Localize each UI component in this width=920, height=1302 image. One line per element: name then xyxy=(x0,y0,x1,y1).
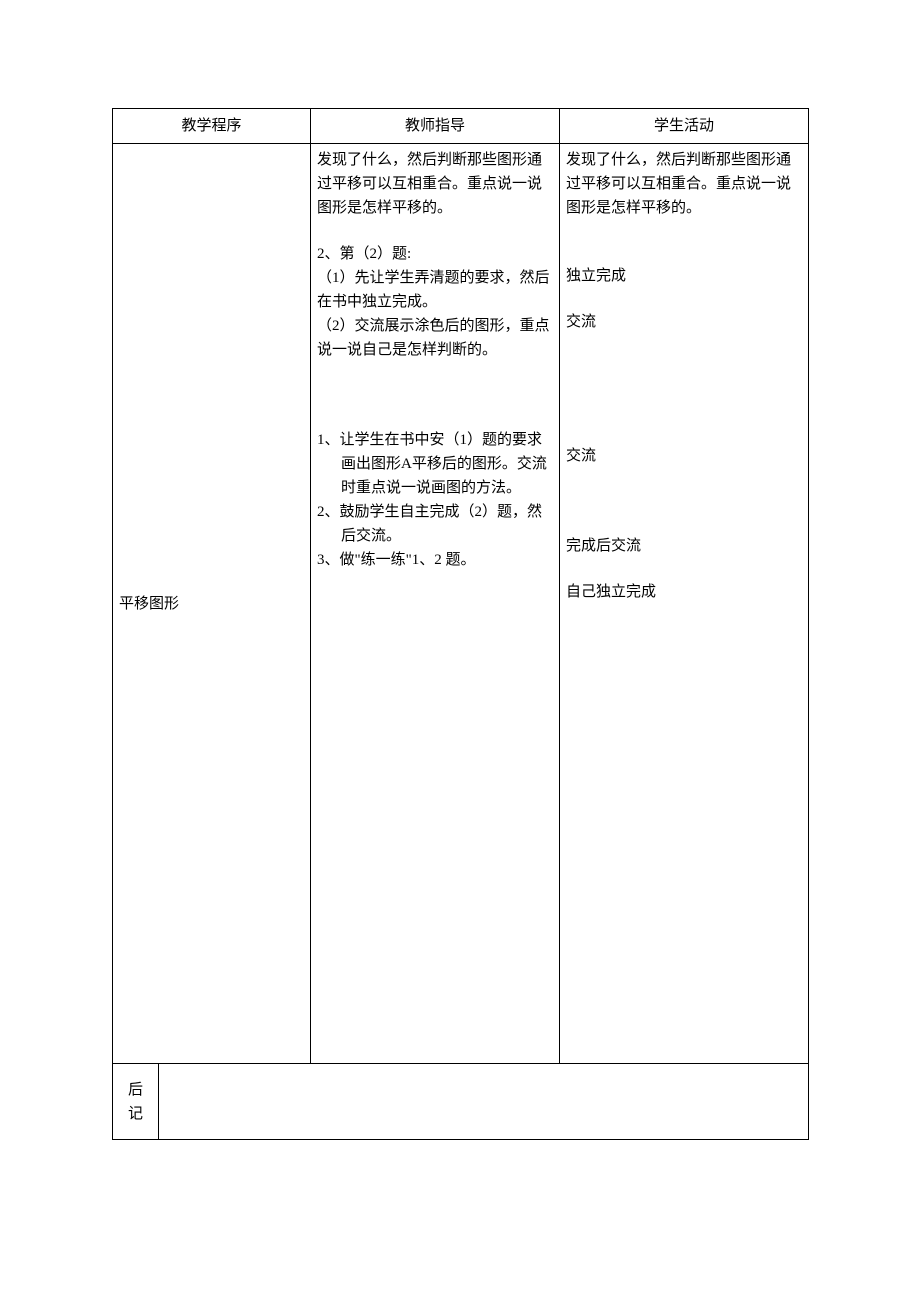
program-label-cell: 平移图形 xyxy=(113,144,311,1064)
teacher-l3: 3、做"练一练"1、2 题。 xyxy=(317,548,553,572)
table-postscript-row: 后 记 xyxy=(113,1064,809,1140)
program-label: 平移图形 xyxy=(119,596,179,612)
teacher-l1: 1、让学生在书中安（1）题的要求画出图形A平移后的图形。交流时重点说一说画图的方… xyxy=(317,428,553,500)
header-student: 学生活动 xyxy=(560,109,809,144)
lesson-plan-table: 教学程序 教师指导 学生活动 平移图形 发现了什么，然后判断那些图形通过平移可以… xyxy=(112,108,809,1140)
student-s5: 完成后交流 xyxy=(566,534,802,558)
teacher-p1: 发现了什么，然后判断那些图形通过平移可以互相重合。重点说一说图形是怎样平移的。 xyxy=(317,148,553,220)
postscript-char1: 后 xyxy=(119,1078,152,1102)
teacher-p3: （1）先让学生弄清题的要求，然后在书中独立完成。 xyxy=(317,266,553,314)
student-s3: 交流 xyxy=(566,310,802,334)
student-s1: 发现了什么，然后判断那些图形通过平移可以互相重合。重点说一说图形是怎样平移的。 xyxy=(566,148,802,220)
postscript-label-cell: 后 记 xyxy=(113,1064,159,1140)
student-activity-cell: 发现了什么，然后判断那些图形通过平移可以互相重合。重点说一说图形是怎样平移的。 … xyxy=(560,144,809,1064)
table-content-row: 平移图形 发现了什么，然后判断那些图形通过平移可以互相重合。重点说一说图形是怎样… xyxy=(113,144,809,1064)
student-s6: 自己独立完成 xyxy=(566,580,802,604)
table-header-row: 教学程序 教师指导 学生活动 xyxy=(113,109,809,144)
teacher-guidance-cell: 发现了什么，然后判断那些图形通过平移可以互相重合。重点说一说图形是怎样平移的。 … xyxy=(311,144,560,1064)
student-s4: 交流 xyxy=(566,444,802,468)
postscript-char2: 记 xyxy=(119,1102,152,1126)
teacher-p2: 2、第（2）题: xyxy=(317,242,553,266)
header-teacher: 教师指导 xyxy=(311,109,560,144)
student-s2: 独立完成 xyxy=(566,264,802,288)
postscript-content-cell xyxy=(159,1064,809,1140)
teacher-l2: 2、鼓励学生自主完成（2）题，然后交流。 xyxy=(317,500,553,548)
teacher-p4: （2）交流展示涂色后的图形，重点说一说自己是怎样判断的。 xyxy=(317,314,553,362)
header-program: 教学程序 xyxy=(113,109,311,144)
